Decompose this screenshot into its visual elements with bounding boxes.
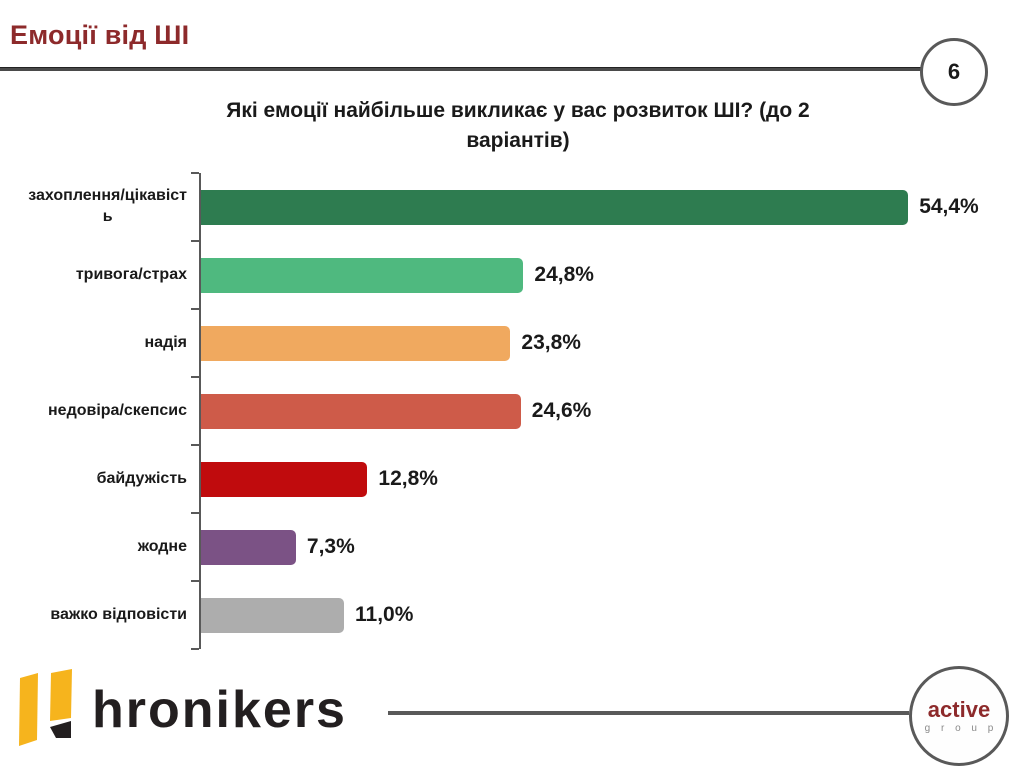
partner-name: active: [927, 696, 991, 722]
category-label: байдужість: [96, 469, 187, 487]
bar-value-label: 24,8%: [534, 263, 594, 286]
bar-value-label: 24,6%: [531, 399, 592, 422]
brand-name: hronikers: [92, 681, 347, 739]
chart-row: байдужість 12,8%: [0, 444, 1010, 513]
chart-row: тривога/страх 24,8%: [0, 240, 1010, 309]
bar: [201, 257, 524, 293]
plot-area: 7,3%: [191, 512, 981, 581]
category-label: жодне: [137, 537, 187, 555]
bar: [201, 461, 368, 497]
plot-area: 24,8%: [191, 240, 981, 309]
footer-divider-line: [388, 711, 909, 715]
category-label: тривога/страх: [75, 265, 187, 283]
bar-value-label: 12,8%: [378, 467, 438, 490]
chart-row: жодне 7,3%: [0, 512, 1010, 581]
bar: [201, 597, 344, 633]
chart-row: захоплення/цікавіст ь 54,4%: [0, 172, 1010, 241]
bar: [201, 393, 521, 429]
bar-value-label: 54,4%: [919, 195, 979, 218]
partner-name-sub: g r o u p: [924, 722, 998, 734]
page-number-badge: 6: [920, 38, 988, 106]
bar-value-label: 23,8%: [521, 331, 581, 354]
header-divider-line: [0, 67, 922, 71]
plot-area: 24,6%: [191, 376, 981, 445]
bar: [201, 189, 909, 225]
active-group-logo: active g r o u p: [909, 666, 1009, 766]
category-label: надія: [144, 333, 188, 351]
plot-area: 12,8%: [191, 444, 981, 513]
category-label: важко відповісти: [50, 605, 187, 623]
bar: [201, 529, 296, 565]
plot-area: 54,4%: [191, 172, 981, 241]
hronikers-logo-icon: [17, 668, 75, 753]
slide-title: Емоції від ШІ: [10, 20, 190, 50]
page-number: 6: [947, 59, 961, 84]
bar: [201, 325, 511, 361]
category-label: недовіра/скепсис: [48, 401, 187, 419]
chart-row: недовіра/скепсис 24,6%: [0, 376, 1010, 445]
bar-value-label: 7,3%: [306, 535, 355, 558]
chart-title: Які емоції найбільше викликає у вас розв…: [226, 99, 810, 153]
bar-chart: захоплення/цікавіст ь 54,4% тривога/страх 2…: [0, 172, 1010, 650]
category-label: захоплення/цікавіст ь: [28, 187, 187, 225]
plot-area: 11,0%: [191, 580, 981, 650]
chart-row: надія 23,8%: [0, 308, 1010, 377]
plot-area: 23,8%: [191, 308, 981, 377]
chart-row: важко відповісти 11,0%: [0, 580, 1010, 650]
bar-value-label: 11,0%: [355, 603, 414, 626]
